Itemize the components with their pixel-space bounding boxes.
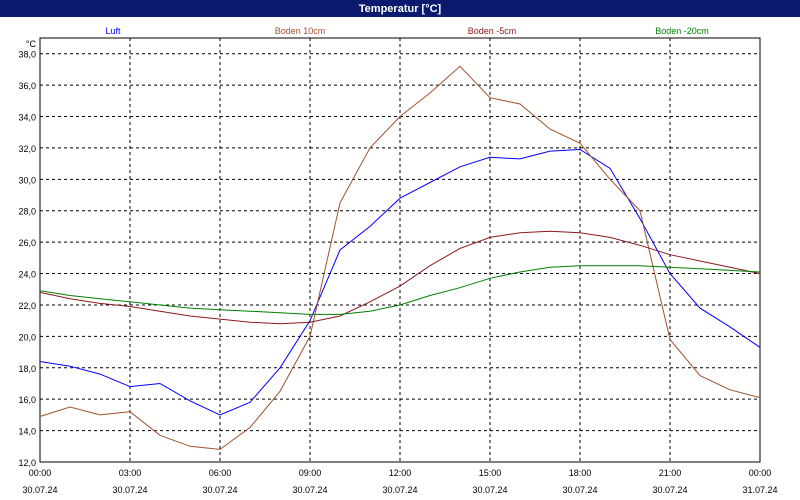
- y-tick-label: 28,0: [18, 207, 36, 217]
- x-tick-date: 30.07.24: [22, 485, 57, 495]
- series-line-boden-10cm: [39, 65, 761, 450]
- y-tick-label: 30,0: [18, 175, 36, 185]
- x-tick-time: 12:00: [389, 468, 412, 478]
- x-tick-time: 21:00: [659, 468, 682, 478]
- y-tick-label: 32,0: [18, 144, 36, 154]
- series-line-luft: [39, 148, 761, 416]
- x-tick-date: 30.07.24: [292, 485, 327, 495]
- y-tick-label: 18,0: [18, 364, 36, 374]
- legend-entry: Boden -5cm: [468, 26, 517, 36]
- y-tick-label: 12,0: [18, 458, 36, 468]
- x-tick-time: 09:00: [299, 468, 322, 478]
- y-tick-label: 34,0: [18, 113, 36, 123]
- chart-title: Temperatur [°C]: [0, 0, 800, 17]
- x-tick-time: 00:00: [749, 468, 772, 478]
- x-tick-time: 00:00: [29, 468, 52, 478]
- y-tick-label: 26,0: [18, 238, 36, 248]
- x-tick-date: 30.07.24: [562, 485, 597, 495]
- series-line-boden-20cm: [39, 265, 761, 315]
- x-tick-time: 03:00: [119, 468, 142, 478]
- plot-frame: [39, 37, 761, 463]
- y-tick-label: 36,0: [18, 81, 36, 91]
- y-tick-label: 38,0: [18, 50, 36, 60]
- series-line-boden-5cm: [39, 230, 761, 325]
- axis-labels: 12,0 14,0 16,0 18,0 20,0 22,0 24,0 26,0 28,0 30,0…: [18, 39, 777, 495]
- legend-entry: Boden 10cm: [275, 26, 326, 36]
- y-tick-label: 24,0: [18, 270, 36, 280]
- y-tick-label: 16,0: [18, 395, 36, 405]
- grid: [40, 38, 760, 463]
- x-tick-date: 30.07.24: [112, 485, 147, 495]
- x-tick-date: 30.07.24: [652, 485, 687, 495]
- series-lines: [39, 65, 761, 450]
- x-tick-time: 06:00: [209, 468, 232, 478]
- x-tick-date: 31.07.24: [742, 485, 777, 495]
- y-tick-label: 14,0: [18, 427, 36, 437]
- legend: Luft Boden 10cm Boden -5cm Boden -20cm: [105, 26, 708, 36]
- x-tick-date: 30.07.24: [382, 485, 417, 495]
- x-tick-time: 15:00: [479, 468, 502, 478]
- y-axis-unit: °C: [26, 39, 37, 49]
- x-tick-date: 30.07.24: [202, 485, 237, 495]
- x-tick-date: 30.07.24: [472, 485, 507, 495]
- legend-entry: Boden -20cm: [655, 26, 709, 36]
- y-tick-label: 20,0: [18, 332, 36, 342]
- y-tick-label: 22,0: [18, 301, 36, 311]
- x-tick-time: 18:00: [569, 468, 592, 478]
- legend-entry: Luft: [105, 26, 121, 36]
